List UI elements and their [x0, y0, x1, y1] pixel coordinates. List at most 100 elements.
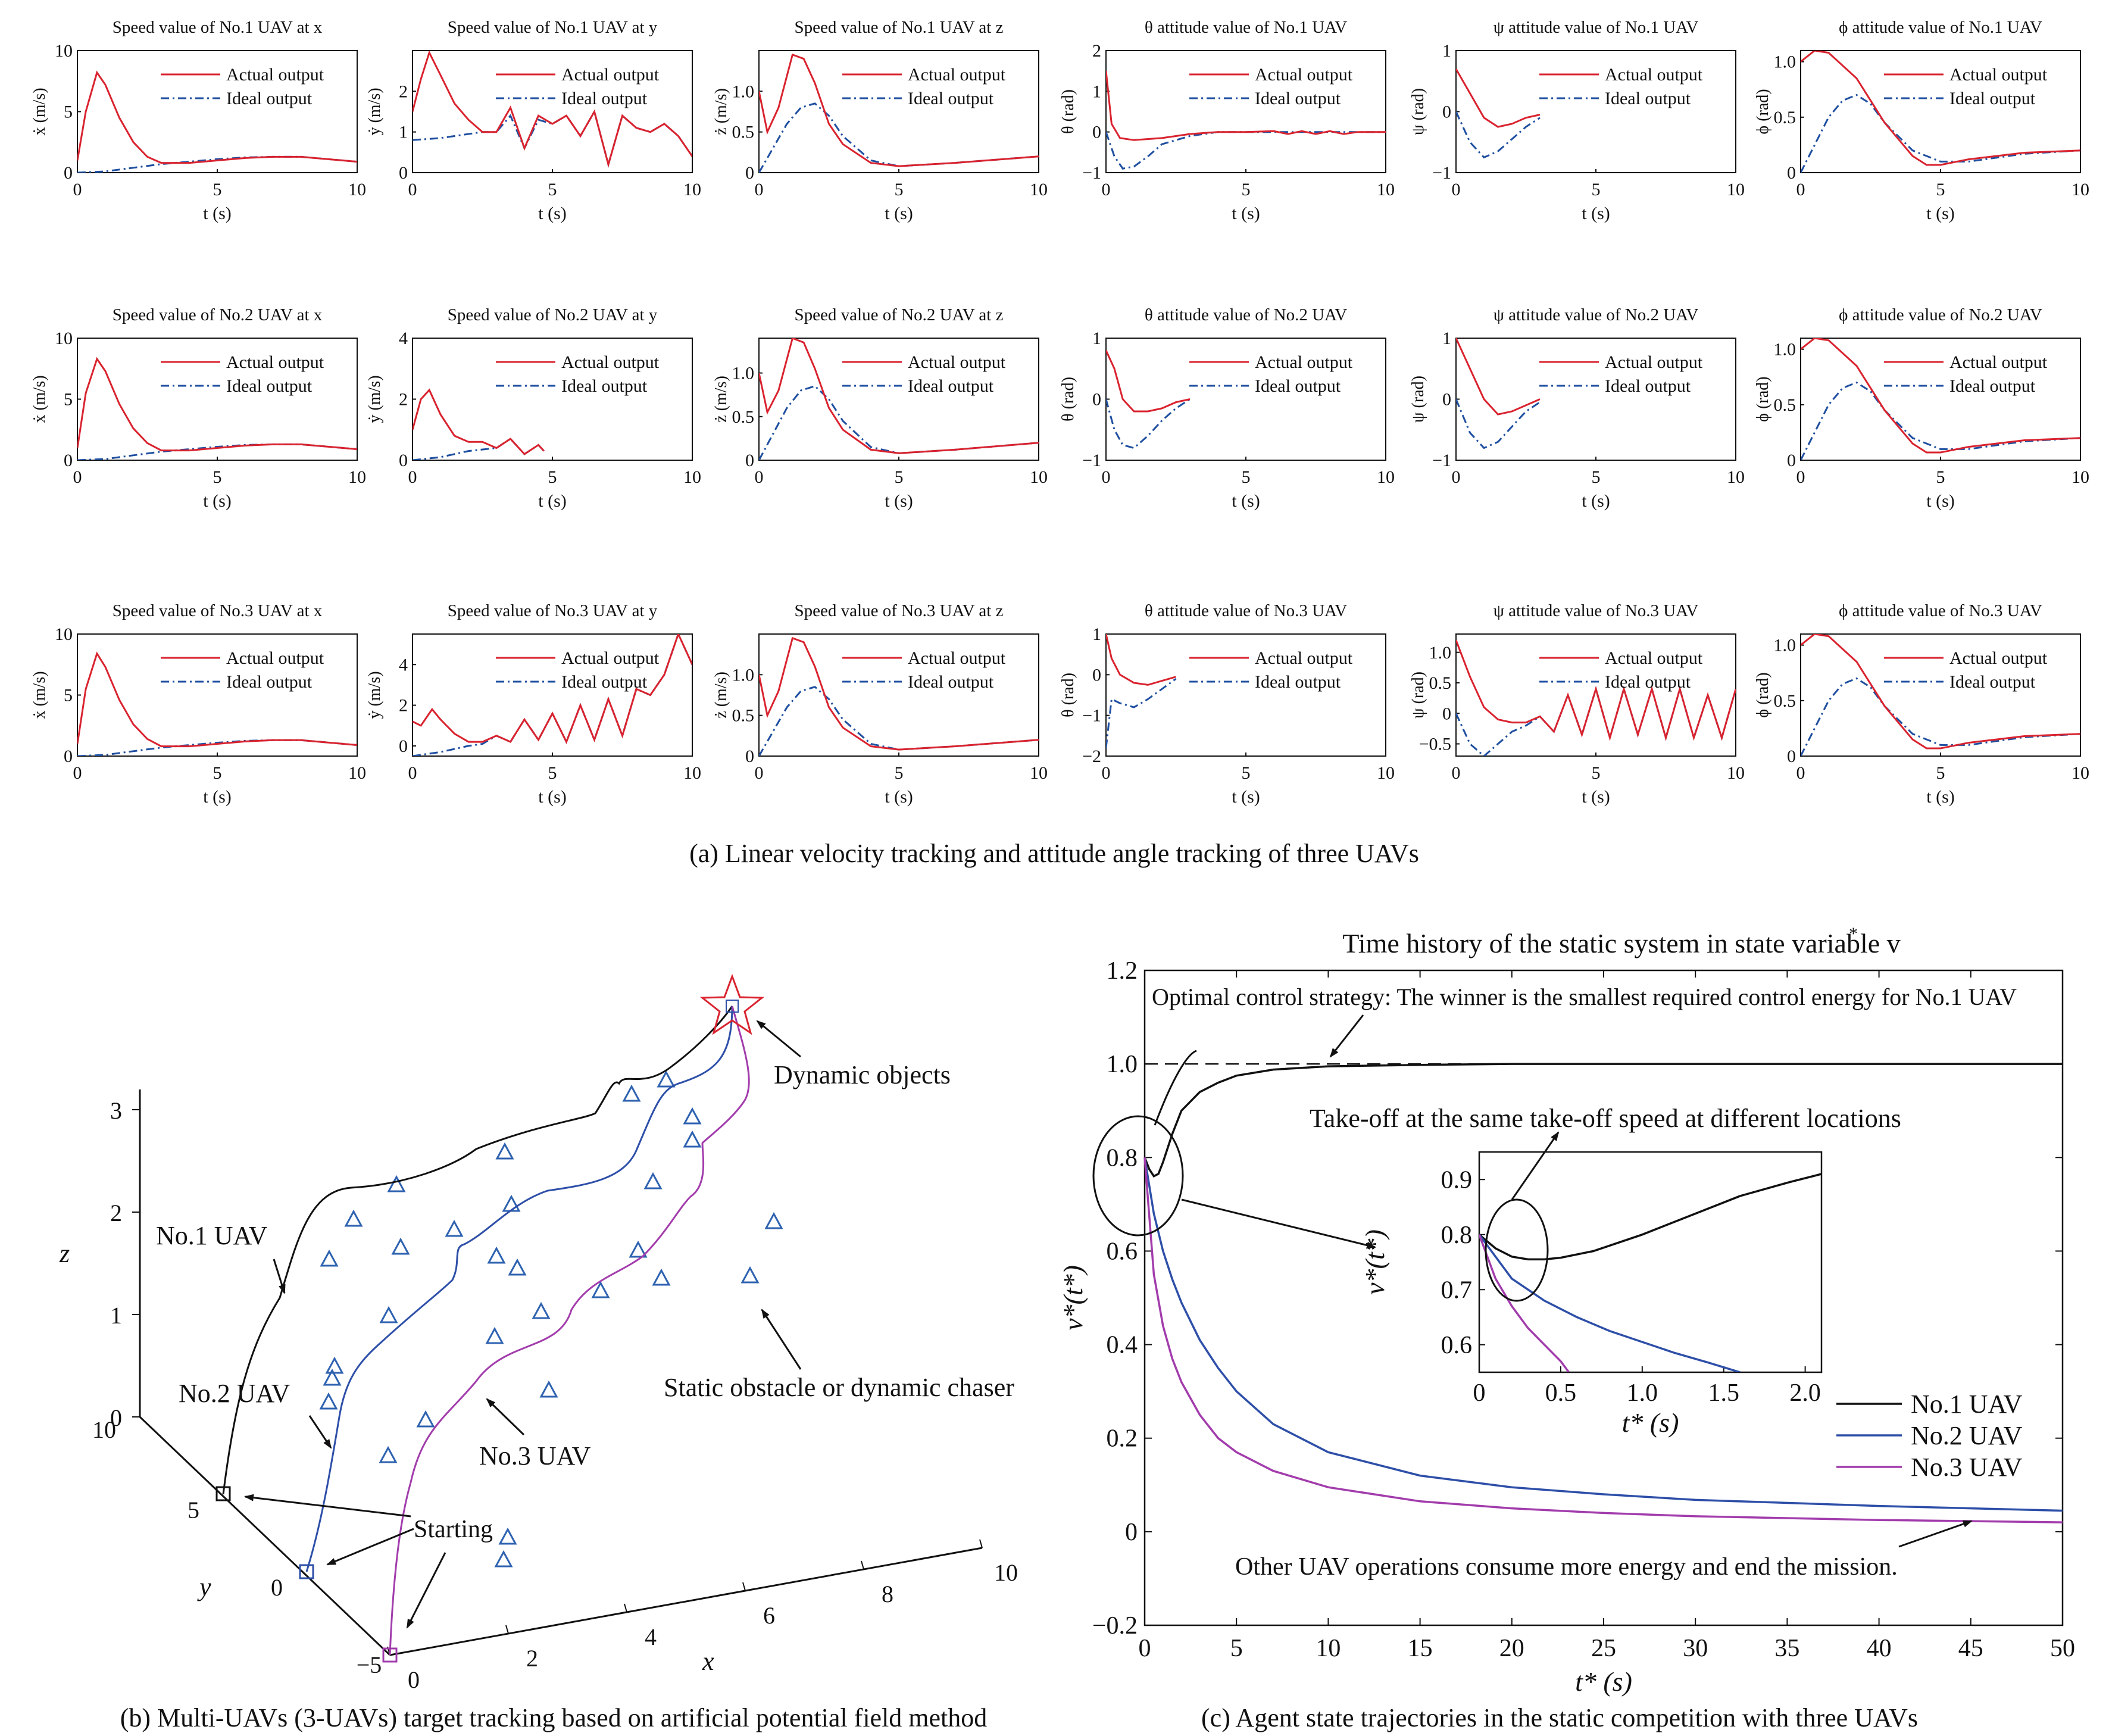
subplot-6: ϕ attitude value of No.1 UAV 0 5 10 0 0.5 1.0ϕ…: [1754, 18, 2089, 223]
obstacle-triangle-icon: [683, 1107, 702, 1125]
annotation-takeoff: Take-off at the same take-off speed at d…: [1310, 1104, 1901, 1133]
legend-ideal-label: Ideal output: [226, 89, 313, 108]
y-tick-label: −0.2: [1092, 1612, 1138, 1640]
actual-output-line: [1801, 634, 2080, 750]
y-tick-label: 1.2: [1107, 957, 1138, 985]
y-tick-label: 0.2: [1107, 1425, 1138, 1453]
legend-actual-label: Actual output: [1255, 648, 1353, 668]
inset-frame: [1478, 1151, 1823, 1373]
inset-y-tick-label: 0.8: [1441, 1222, 1473, 1249]
x-tick: [505, 1625, 509, 1634]
x-tick-label: 10: [1377, 763, 1395, 783]
y-tick-label: 5: [188, 1497, 199, 1523]
subplot-title: Speed value of No.1 UAV at x: [113, 18, 323, 37]
z-tick-label: 3: [110, 1097, 122, 1124]
obstacle-triangle-icon: [508, 1258, 527, 1276]
y-tick-label: 0.5: [732, 706, 755, 726]
x-tick-label: 35: [1774, 1635, 1799, 1662]
arrow-optimal: [1329, 1014, 1364, 1058]
x-tick-label: 0: [755, 180, 764, 199]
y-tick-label: 1: [1092, 82, 1101, 101]
actual-output-line: [77, 651, 357, 748]
x-tick-label: 0: [1452, 763, 1461, 783]
legend-actual-label: Actual output: [1255, 65, 1353, 85]
inset-y-axis-label: v*(t*): [1360, 1229, 1390, 1295]
legend-ideal-label: Ideal output: [1255, 672, 1341, 692]
y-axis-label: ẋ (m/s): [30, 88, 49, 135]
obstacle-triangle-icon: [387, 1175, 406, 1192]
obstacle-triangle-icon: [652, 1268, 671, 1286]
subplot-title: Speed value of No.3 UAV at y: [448, 601, 658, 620]
x-tick-label: 5: [213, 763, 222, 783]
y-tick-label: 1: [399, 123, 408, 142]
obstacle-triangle-icon: [379, 1306, 398, 1323]
arrow-dynamic: [756, 1020, 801, 1058]
x-tick-label: 0: [408, 467, 417, 487]
y-tick-label: −1: [1082, 163, 1101, 183]
x-tick-label: 10: [1030, 763, 1048, 783]
x-tick-label: 0: [1139, 1635, 1151, 1662]
legend-actual-label: Actual output: [1605, 352, 1703, 372]
y-axis-label: ẏ (m/s): [365, 375, 384, 423]
subplot-title: Speed value of No.2 UAV at z: [795, 305, 1004, 324]
obstacle-triangle-icon: [445, 1219, 464, 1237]
actual-output-line: [1106, 349, 1191, 413]
ideal-output-line: [1106, 677, 1177, 748]
y-tick-label: 10: [55, 41, 73, 61]
y-axis-label: θ (rad): [1059, 89, 1077, 134]
x-tick-label: 50: [2050, 1635, 2075, 1662]
uav3-trajectory: [389, 1006, 750, 1656]
x-tick-label: 10: [994, 1559, 1018, 1586]
x-tick-label: 0: [73, 467, 82, 487]
subplot-title: θ attitude value of No.2 UAV: [1145, 305, 1347, 324]
z-tick-label: 2: [110, 1200, 122, 1226]
x-axis-label: t (s): [1232, 204, 1260, 223]
y-axis-label: ż (m/s): [712, 376, 730, 423]
legend-actual-label: Actual output: [226, 648, 324, 668]
actual-output-line: [413, 388, 545, 455]
series-line-1: [1143, 1063, 2063, 1178]
legend-actual-label: Actual output: [226, 352, 324, 372]
obstacle-triangle-icon: [591, 1281, 610, 1298]
x-tick-label: 10: [1727, 180, 1745, 199]
y-tick-label: −1: [1082, 706, 1101, 726]
subplot-title: Speed value of No.3 UAV at z: [795, 601, 1004, 620]
x-tick-label: 40: [1867, 1635, 1892, 1662]
obstacle-triangle-icon: [532, 1301, 551, 1319]
x-tick-label: 10: [1727, 467, 1745, 487]
actual-output-line: [759, 338, 1039, 454]
legend-ideal-label: Ideal output: [1949, 672, 2036, 692]
inset-x-tick-label: 0: [1473, 1379, 1486, 1407]
y-tick-label: 1.0: [732, 665, 755, 685]
x-tick-label: 6: [763, 1602, 775, 1629]
y-tick-label: 4: [399, 329, 408, 348]
label-uav1: No.1 UAV: [156, 1221, 268, 1250]
obstacle-triangle-icon: [379, 1445, 398, 1463]
x-axis-label: t (s): [203, 491, 232, 511]
x-tick-label: 0: [408, 180, 417, 199]
y-axis-label: ẏ (m/s): [365, 671, 384, 719]
x-tick-label: 5: [895, 180, 904, 199]
y-axis-label: θ (rad): [1059, 673, 1077, 717]
legend-actual-label: Actual output: [1605, 65, 1703, 85]
inset-series-line-1: [1479, 1173, 1821, 1261]
panel-c-caption: (c) Agent state trajectories in the stat…: [1201, 1703, 1918, 1732]
ideal-output-line: [413, 109, 692, 168]
legend-ideal-label: Ideal output: [908, 672, 994, 692]
subplot-8: Speed value of No.2 UAV at y 0 5 10 0 2 4 ẏ (m/…: [365, 305, 701, 511]
actual-output-line: [413, 634, 692, 744]
uav1-trajectory: [222, 1006, 733, 1495]
y-axis-label: ẋ (m/s): [30, 375, 49, 423]
legend-ideal-label: Ideal output: [1255, 89, 1341, 108]
series-line-3: [1143, 1157, 2063, 1523]
panel-a-caption: (a) Linear velocity tracking and attitud…: [689, 839, 1419, 868]
x-axis-label: t (s): [885, 491, 913, 511]
actual-output-line: [1106, 634, 1176, 686]
y-tick-label: 5: [64, 102, 73, 122]
actual-output-line: [1456, 639, 1736, 741]
subplot-2: Speed value of No.1 UAV at y 0 5 10 0 1 2 ẏ (m/…: [365, 18, 701, 223]
y-tick-label: 0.5: [1774, 691, 1796, 711]
